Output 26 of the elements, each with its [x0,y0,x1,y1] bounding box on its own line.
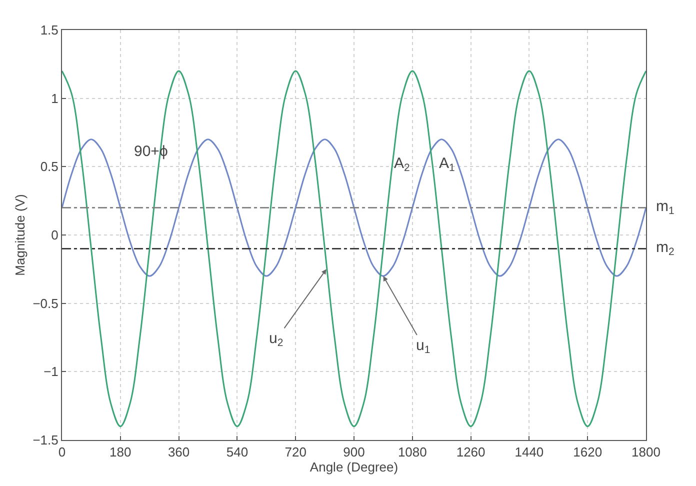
x-tick-label: 900 [343,444,365,460]
y-tick-label: 0.5 [40,159,58,174]
x-tick-label: 1260 [456,444,486,460]
x-tick-label: 540 [226,444,248,460]
x-tick-label: 360 [168,444,190,460]
ref-line-label: m$_{1}$ [656,198,674,218]
x-tick-label: 1800 [632,444,660,460]
x-tick-label: 180 [110,444,132,460]
y-tick-label: 1.5 [40,22,58,38]
annotation: A$_{1}$ [439,155,456,174]
y-tick-label: −0.5 [32,296,58,311]
y-tick-label: 1 [51,90,58,106]
annotation: A$_{2}$ [394,155,410,174]
x-tick-label: 1440 [514,444,544,460]
y-tick-label: −1.5 [32,432,58,448]
annotation: u$_{2}$ [269,330,284,350]
x-tick-label: 1080 [398,444,427,460]
y-axis-title: Magnitude (V) [12,194,28,276]
line-series [62,70,646,428]
y-tick-label: 0 [51,228,58,243]
x-tick-label: 1620 [573,444,602,460]
ref-line-label: m$_{2}$ [656,239,674,258]
annotation: u$_{1}$ [416,337,430,356]
x-axis-title: Angle (Degree) [310,460,398,475]
x-tick-label: 720 [284,444,306,460]
y-tick-label: −1 [44,364,58,380]
